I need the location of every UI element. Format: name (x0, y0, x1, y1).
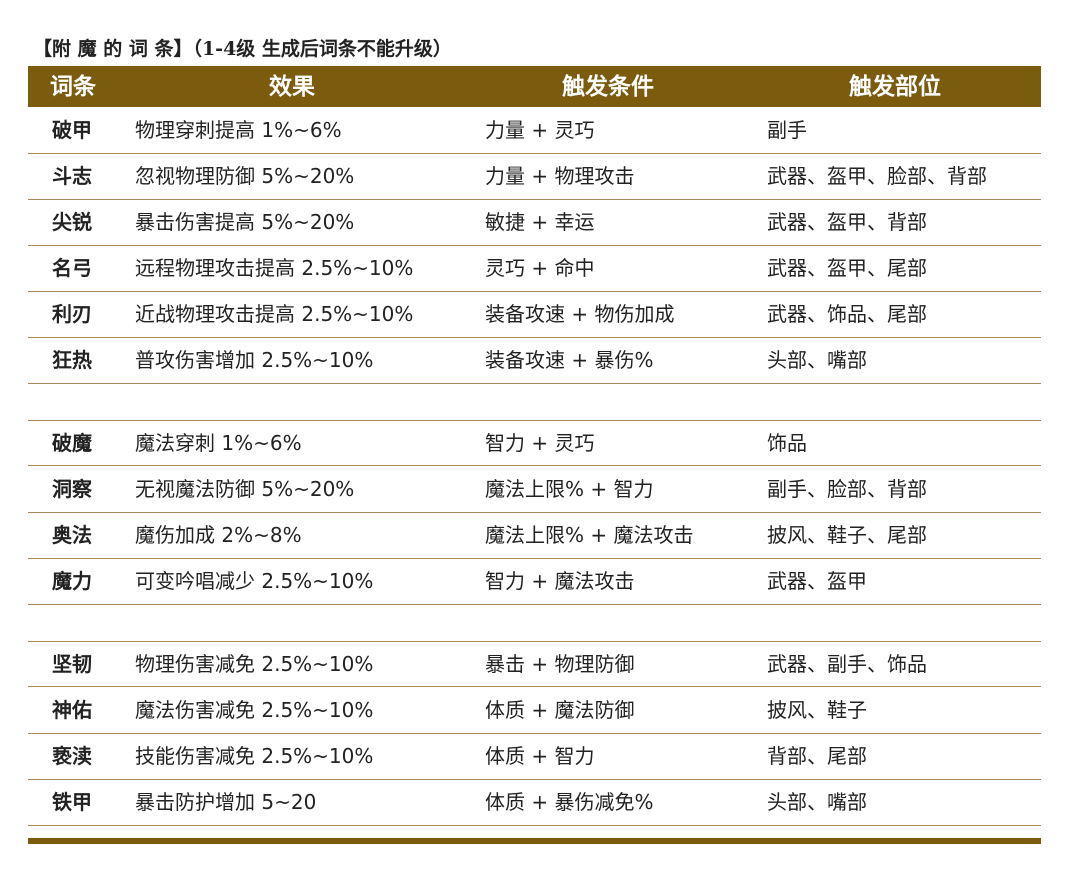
table-row: 狂热 普攻伤害增加 2.5%~10% 装备攻速 + 暴伤% 头部、嘴部 (28, 338, 1041, 384)
table-cell: 体质 + 智力 (485, 744, 595, 768)
table-cell: 无视魔法防御 5%~20% (135, 477, 355, 501)
table-cell: 物理穿刺提高 1%~6% (135, 118, 342, 142)
footer-bar (28, 838, 1041, 844)
table-title: 【附 魔 的 词 条】（1-4级 生成后词条不能升级） (33, 38, 452, 60)
table-row: 神佑 魔法伤害减免 2.5%~10% 体质 + 魔法防御 披风、鞋子 (28, 688, 1041, 734)
table-cell: 奥法 (52, 523, 92, 547)
table-cell: 头部、嘴部 (767, 790, 867, 814)
table-cell: 武器、盔甲 (767, 569, 867, 593)
table-cell: 名弓 (52, 256, 92, 280)
table-cell: 物理伤害减免 2.5%~10% (135, 652, 374, 676)
table-cell: 披风、鞋子、尾部 (767, 523, 927, 547)
table-row: 名弓 远程物理攻击提高 2.5%~10% 灵巧 + 命中 武器、盔甲、尾部 (28, 246, 1041, 292)
table-cell: 武器、饰品、尾部 (767, 302, 927, 326)
table-row: 破魔 魔法穿刺 1%~6% 智力 + 灵巧 饰品 (28, 420, 1041, 466)
header-bar: 词条 效果 触发条件 触发部位 (28, 66, 1041, 107)
table-cell: 近战物理攻击提高 2.5%~10% (135, 302, 414, 326)
table-cell: 忽视物理防御 5%~20% (135, 164, 355, 188)
header-cell: 词条 (50, 73, 96, 100)
table-row: 洞察 无视魔法防御 5%~20% 魔法上限% + 智力 副手、脸部、背部 (28, 467, 1041, 513)
table-cell: 体质 + 暴伤减免% (485, 790, 654, 814)
table-cell: 武器、盔甲、尾部 (767, 256, 927, 280)
table-cell: 利刃 (52, 302, 92, 326)
table-cell: 破魔 (52, 431, 92, 455)
table-cell: 武器、盔甲、背部 (767, 210, 927, 234)
table-cell: 狂热 (52, 348, 92, 372)
table-cell: 力量 + 物理攻击 (485, 164, 635, 188)
header-cell: 触发条件 (562, 73, 654, 100)
table-row: 尖锐 暴击伤害提高 5%~20% 敏捷 + 幸运 武器、盔甲、背部 (28, 200, 1041, 246)
table-cell: 饰品 (767, 431, 807, 455)
table-row: 铁甲 暴击防护增加 5~20 体质 + 暴伤减免% 头部、嘴部 (28, 780, 1041, 826)
table-row: 利刃 近战物理攻击提高 2.5%~10% 装备攻速 + 物伤加成 武器、饰品、尾部 (28, 292, 1041, 338)
table-cell: 副手 (767, 118, 807, 142)
table-cell: 副手、脸部、背部 (767, 477, 927, 501)
table-cell: 魔法穿刺 1%~6% (135, 431, 302, 455)
table-cell: 披风、鞋子 (767, 698, 867, 722)
table-cell: 智力 + 魔法攻击 (485, 569, 635, 593)
table-cell: 斗志 (52, 164, 92, 188)
table-cell: 铁甲 (52, 790, 92, 814)
table-cell: 武器、盔甲、脸部、背部 (767, 164, 987, 188)
table-cell: 魔法上限% + 魔法攻击 (485, 523, 694, 547)
table-cell: 魔法伤害减免 2.5%~10% (135, 698, 374, 722)
table-cell: 智力 + 灵巧 (485, 431, 595, 455)
table-cell: 破甲 (52, 118, 92, 142)
table-cell: 神佑 (52, 698, 92, 722)
table-cell: 暴击防护增加 5~20 (135, 790, 317, 814)
table-cell: 头部、嘴部 (767, 348, 867, 372)
table-row: 斗志 忽视物理防御 5%~20% 力量 + 物理攻击 武器、盔甲、脸部、背部 (28, 154, 1041, 200)
table-cell: 远程物理攻击提高 2.5%~10% (135, 256, 414, 280)
table-cell: 普攻伤害增加 2.5%~10% (135, 348, 374, 372)
table-cell: 暴击伤害提高 5%~20% (135, 210, 355, 234)
table-cell: 装备攻速 + 暴伤% (485, 348, 654, 372)
table-cell: 魔法上限% + 智力 (485, 477, 654, 501)
table-cell: 敏捷 + 幸运 (485, 210, 595, 234)
header-cell: 触发部位 (849, 73, 941, 100)
table-cell: 武器、副手、饰品 (767, 652, 927, 676)
table-cell: 坚韧 (52, 652, 92, 676)
table-row: 坚韧 物理伤害减免 2.5%~10% 暴击 + 物理防御 武器、副手、饰品 (28, 641, 1041, 687)
table-cell: 尖锐 (52, 210, 92, 234)
table-cell: 灵巧 + 命中 (485, 256, 595, 280)
table-cell: 装备攻速 + 物伤加成 (485, 302, 675, 326)
table-row: 亵渎 技能伤害减免 2.5%~10% 体质 + 智力 背部、尾部 (28, 734, 1041, 780)
table-cell: 可变吟唱减少 2.5%~10% (135, 569, 374, 593)
table-cell: 魔伤加成 2%~8% (135, 523, 302, 547)
header-cell: 效果 (269, 73, 315, 100)
table-row: 破甲 物理穿刺提高 1%~6% 力量 + 灵巧 副手 (28, 108, 1041, 154)
table-row: 奥法 魔伤加成 2%~8% 魔法上限% + 魔法攻击 披风、鞋子、尾部 (28, 513, 1041, 559)
table-cell: 体质 + 魔法防御 (485, 698, 635, 722)
table-cell: 洞察 (52, 477, 92, 501)
table-cell: 亵渎 (52, 744, 92, 768)
table-cell: 背部、尾部 (767, 744, 867, 768)
table-cell: 技能伤害减免 2.5%~10% (135, 744, 374, 768)
table-row: 魔力 可变吟唱减少 2.5%~10% 智力 + 魔法攻击 武器、盔甲 (28, 559, 1041, 605)
table-cell: 暴击 + 物理防御 (485, 652, 635, 676)
table-cell: 魔力 (52, 569, 92, 593)
table-cell: 力量 + 灵巧 (485, 118, 595, 142)
